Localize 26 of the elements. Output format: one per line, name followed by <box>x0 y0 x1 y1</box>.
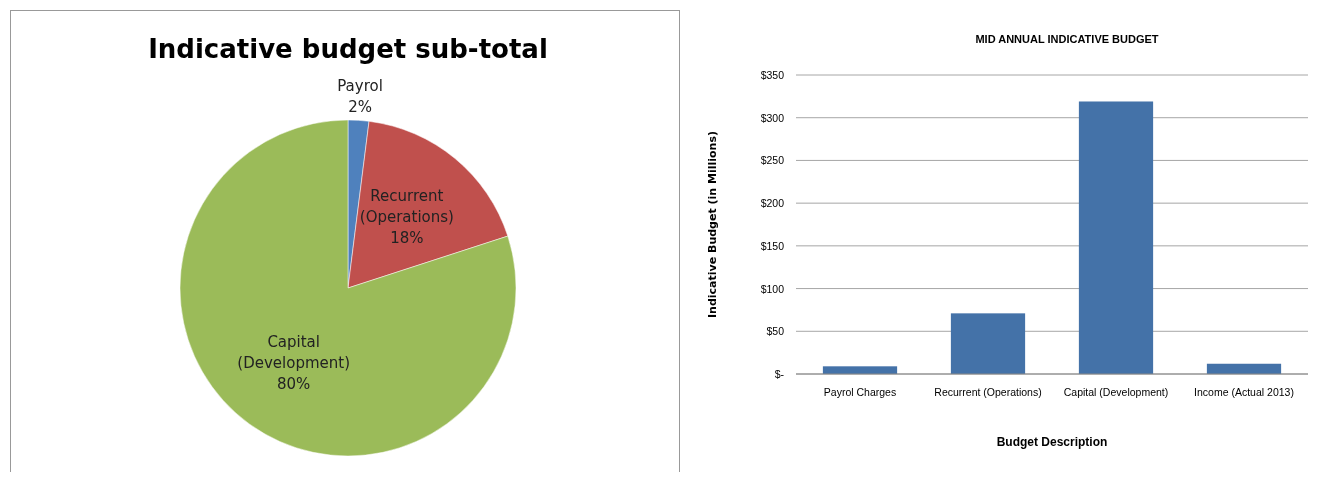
data-label: 18% <box>390 228 424 247</box>
slice-label: Payrol <box>337 76 383 95</box>
x-axis-title: Budget Description <box>996 435 1108 449</box>
y-tick-label: $350 <box>760 69 785 81</box>
y-tick-label: $300 <box>760 111 785 124</box>
slice-label: Capital (Development) <box>237 332 351 372</box>
y-tick-label: $- <box>774 368 785 380</box>
y-tick-label: $100 <box>760 282 785 295</box>
x-tick-label: Payrol Charges <box>823 386 897 398</box>
x-tick-label: Capital (Development) <box>1063 386 1169 398</box>
y-tick-label: $200 <box>760 197 785 210</box>
bar <box>950 313 1026 374</box>
slice-label: Recurrent (Operations) <box>359 186 454 226</box>
bar <box>1078 101 1154 374</box>
y-tick-label: $250 <box>760 154 785 167</box>
chart-title: MID ANNUAL INDICATIVE BUDGET <box>975 33 1159 45</box>
y-tick-label: $150 <box>760 239 785 252</box>
x-tick-label: Recurrent (Operations) <box>934 386 1042 398</box>
x-tick-label: Income (Actual 2013) <box>1194 386 1294 398</box>
bar <box>822 366 898 374</box>
data-label: 80% <box>277 374 311 393</box>
y-axis-title: Indicative Budget (in Millions) <box>706 131 719 318</box>
y-tick-label: $50 <box>766 325 785 338</box>
data-label: 2% <box>348 97 372 116</box>
chart-title: Indicative budget sub-total <box>148 34 548 64</box>
pie-slice <box>179 119 516 457</box>
